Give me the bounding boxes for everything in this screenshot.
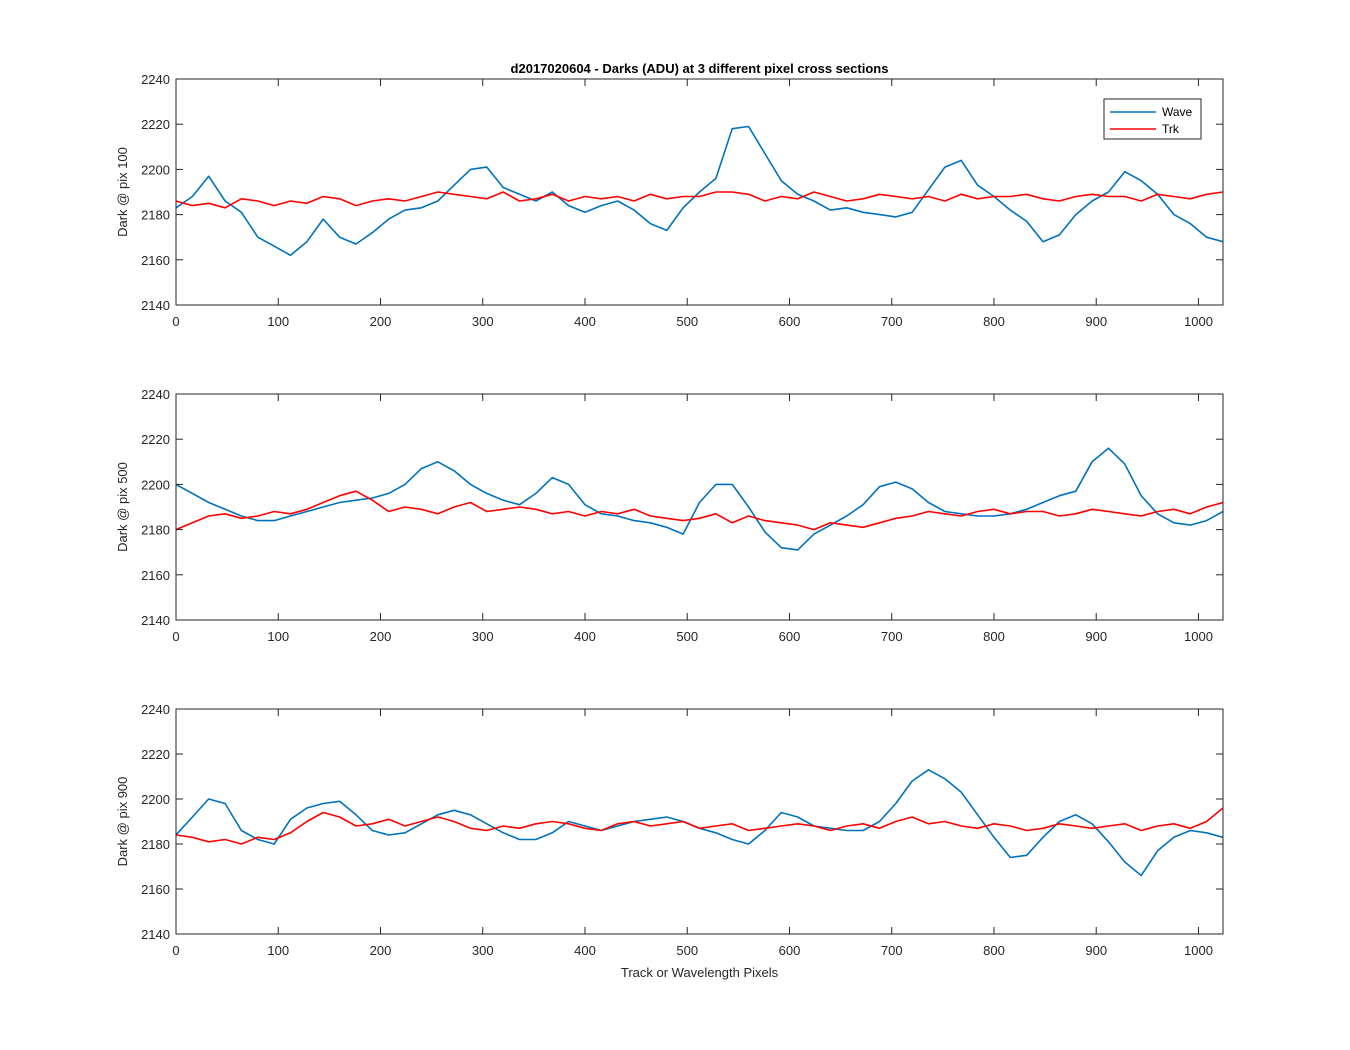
y-tick-label: 2160 [141, 253, 170, 268]
x-tick-label: 0 [172, 314, 179, 329]
x-tick-label: 700 [881, 629, 903, 644]
plot-area [176, 394, 1223, 620]
y-tick-label: 2180 [141, 837, 170, 852]
y-tick-label: 2200 [141, 792, 170, 807]
x-tick-label: 300 [472, 629, 494, 644]
x-tick-label: 500 [676, 943, 698, 958]
series-line-trk [176, 191, 1223, 209]
x-tick-label: 1000 [1184, 943, 1213, 958]
y-axis-label: Dark @ pix 900 [115, 777, 130, 867]
series-line-trk [176, 490, 1223, 531]
x-tick-label: 700 [881, 314, 903, 329]
x-tick-label: 200 [370, 314, 392, 329]
x-tick-label: 200 [370, 629, 392, 644]
plot-area [176, 709, 1223, 934]
y-tick-label: 2200 [141, 162, 170, 177]
x-tick-label: 700 [881, 943, 903, 958]
x-tick-label: 900 [1085, 314, 1107, 329]
x-axis-label: Track or Wavelength Pixels [621, 965, 779, 980]
x-tick-label: 900 [1085, 943, 1107, 958]
x-tick-label: 300 [472, 943, 494, 958]
legend-label-wave: Wave [1162, 105, 1193, 119]
y-tick-label: 2160 [141, 568, 170, 583]
x-tick-label: 400 [574, 943, 596, 958]
series-line-trk [176, 807, 1223, 845]
x-tick-label: 100 [267, 314, 289, 329]
x-tick-label: 600 [779, 629, 801, 644]
x-tick-label: 200 [370, 943, 392, 958]
y-tick-label: 2240 [141, 387, 170, 402]
y-axis-label: Dark @ pix 100 [115, 147, 130, 237]
series-line-wave [176, 125, 1223, 257]
x-tick-label: 1000 [1184, 314, 1213, 329]
axes-box [175, 393, 1224, 621]
y-tick-label: 2220 [141, 117, 170, 132]
axes-box [175, 78, 1224, 306]
legend-label-trk: Trk [1162, 122, 1180, 136]
subplot-3: 0 100 200 300 400 500 600 700 800 900 1000 2140 2160… [115, 702, 1224, 980]
x-tick-label: 1000 [1184, 629, 1213, 644]
x-tick-label: 800 [983, 314, 1005, 329]
x-tick-label: 400 [574, 314, 596, 329]
x-tick-label: 800 [983, 629, 1005, 644]
x-tick-label: 0 [172, 629, 179, 644]
y-tick-label: 2180 [141, 523, 170, 538]
y-tick-label: 2240 [141, 702, 170, 717]
axes-box [175, 708, 1224, 935]
x-tick-label: 800 [983, 943, 1005, 958]
x-tick-label: 500 [676, 629, 698, 644]
x-tick-label: 600 [779, 314, 801, 329]
y-tick-label: 2220 [141, 432, 170, 447]
y-tick-label: 2160 [141, 882, 170, 897]
x-tick-label: 400 [574, 629, 596, 644]
y-tick-label: 2240 [141, 72, 170, 87]
y-tick-label: 2140 [141, 613, 170, 628]
chart-title: d2017020604 - Darks (ADU) at 3 different… [511, 61, 889, 76]
y-tick-label: 2140 [141, 298, 170, 313]
x-tick-label: 900 [1085, 629, 1107, 644]
x-tick-label: 500 [676, 314, 698, 329]
y-tick-label: 2180 [141, 208, 170, 223]
y-tick-label: 2220 [141, 747, 170, 762]
y-tick-label: 2200 [141, 477, 170, 492]
y-tick-label: 2140 [141, 927, 170, 942]
subplot-1: 0 100 200 300 400 500 600 700 800 900 1000 2140 2160… [115, 61, 1224, 329]
legend: Wave Trk [1103, 98, 1202, 140]
subplot-2: 0 100 200 300 400 500 600 700 800 900 1000 2140 2160… [115, 387, 1224, 644]
x-tick-label: 300 [472, 314, 494, 329]
x-tick-label: 100 [267, 943, 289, 958]
x-tick-label: 600 [779, 943, 801, 958]
series-line-wave [176, 447, 1223, 551]
x-tick-label: 0 [172, 943, 179, 958]
x-tick-label: 100 [267, 629, 289, 644]
y-axis-label: Dark @ pix 500 [115, 462, 130, 552]
legend-box [1103, 98, 1202, 140]
